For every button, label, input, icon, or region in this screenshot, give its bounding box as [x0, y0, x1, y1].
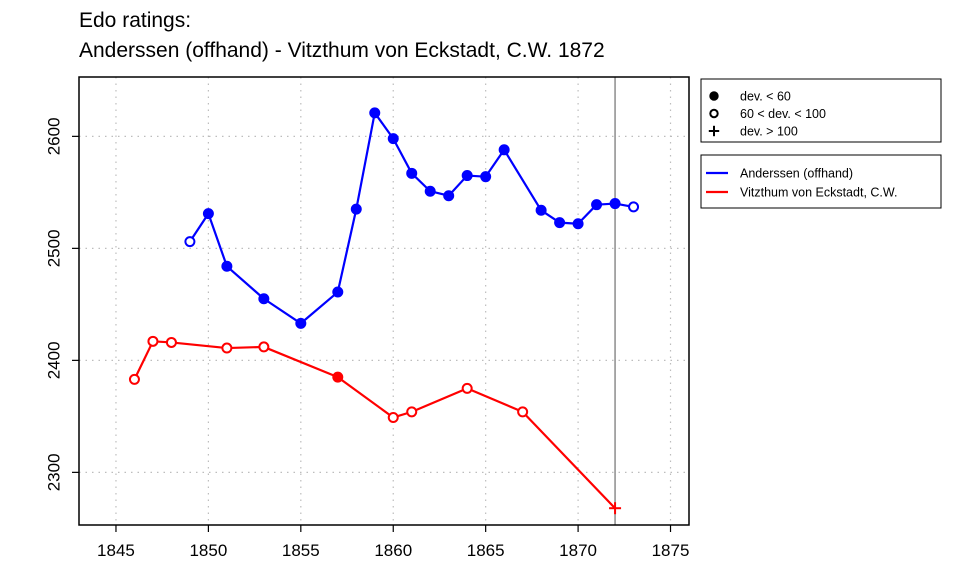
data-point [350, 203, 362, 215]
data-point [591, 199, 603, 211]
data-point [554, 217, 566, 229]
data-point [258, 341, 270, 353]
x-tick-label: 1875 [652, 541, 690, 560]
data-point [406, 406, 418, 418]
legend-series-label: Anderssen (offhand) [740, 167, 853, 181]
data-point [369, 107, 381, 119]
x-tick-label: 1855 [282, 541, 320, 560]
x-tick-label: 1865 [467, 541, 505, 560]
chart-title-line-1: Edo ratings: [79, 9, 192, 32]
x-tick-label: 1870 [559, 541, 597, 560]
series-1 [184, 107, 640, 329]
data-point [535, 204, 547, 216]
data-point [221, 342, 233, 354]
data-point [184, 236, 196, 248]
legend-marker-box [700, 78, 942, 143]
data-point [424, 185, 436, 197]
legend-marker-label: 60 < dev. < 100 [740, 107, 826, 121]
legend-marker-label: dev. > 100 [740, 125, 798, 139]
data-point [221, 260, 233, 272]
legend-marker-label: dev. < 60 [740, 90, 791, 104]
series-line [188, 111, 634, 325]
y-axis: 2300 2400 2500 2600 [44, 117, 79, 491]
data-point [628, 201, 640, 213]
series-2 [128, 335, 622, 515]
data-point [443, 190, 455, 202]
data-point [387, 411, 399, 423]
data-point [128, 373, 140, 385]
data-point [498, 144, 510, 156]
x-tick-label: 1860 [374, 541, 412, 560]
y-tick-label: 2500 [44, 229, 63, 267]
data-point [461, 170, 473, 182]
data-point [517, 406, 529, 418]
chart-title-line-2: Anderssen (offhand) - Vitzthum von Eckst… [79, 39, 605, 62]
legend-series-label: Vitzthum von Eckstadt, C.W. [740, 186, 897, 200]
plot-area-border [78, 76, 690, 526]
y-tick-label: 2300 [44, 453, 63, 491]
data-point [295, 317, 307, 329]
x-tick-label: 1850 [189, 541, 227, 560]
data-point [258, 293, 270, 305]
legend-series-box [700, 154, 942, 209]
data-point [572, 218, 584, 230]
series-layer [128, 107, 640, 515]
legend-marker-symbol [709, 91, 719, 101]
data-point [609, 198, 621, 210]
data-point [406, 167, 418, 179]
data-point [165, 336, 177, 348]
data-point [332, 371, 344, 383]
legend-marker-symbol [708, 125, 720, 137]
data-point [461, 382, 473, 394]
data-point [147, 335, 159, 347]
data-point [387, 133, 399, 145]
data-point [332, 286, 344, 298]
x-tick-label: 1845 [97, 541, 135, 560]
data-point [202, 208, 214, 220]
legend-marker-types: dev. < 60 60 < dev. < 100 dev. > 100 [700, 78, 942, 143]
legend-series: Anderssen (offhand) Vitzthum von Eckstadt… [700, 154, 942, 209]
grid-lines [79, 77, 689, 525]
data-point [609, 502, 622, 515]
series-line [133, 340, 616, 509]
y-tick-label: 2400 [44, 341, 63, 379]
data-point [480, 171, 492, 183]
legend-marker-symbol [709, 108, 719, 119]
x-axis: 1845 1850 1855 1860 1865 1870 1875 [97, 525, 689, 560]
y-tick-label: 2600 [44, 117, 63, 155]
